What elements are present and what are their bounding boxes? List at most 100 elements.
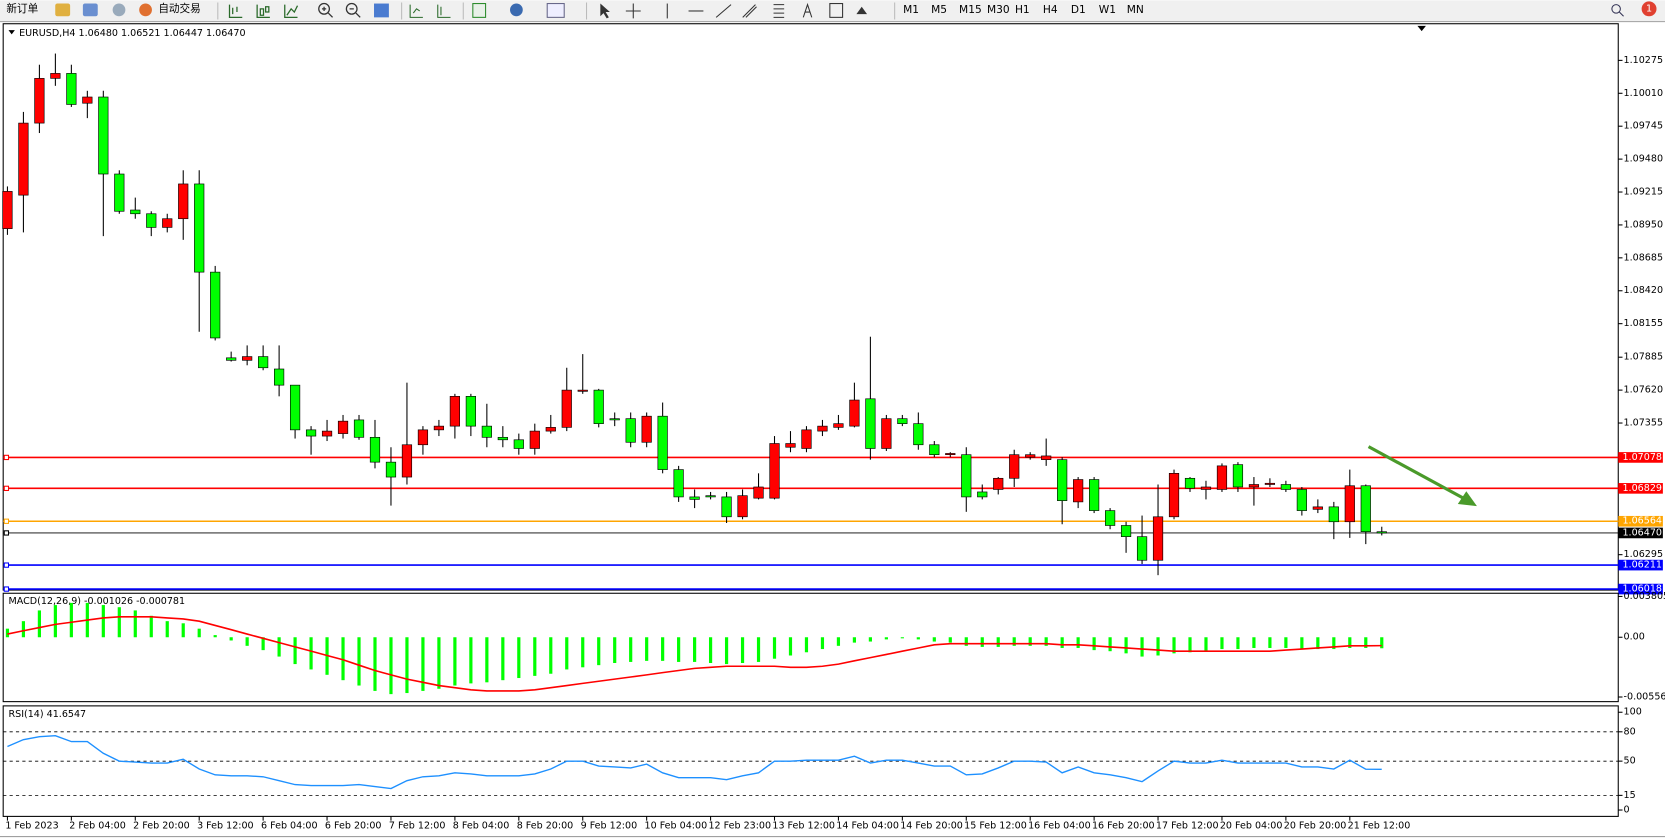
notification-badge[interactable] — [1641, 1, 1657, 17]
level-tag-label: 1.07078 — [1622, 452, 1661, 463]
candle-body — [785, 443, 796, 448]
templates-icon[interactable] — [546, 3, 565, 18]
macd-bar — [1236, 637, 1240, 650]
timeframe-button[interactable]: W1 — [1099, 3, 1116, 16]
macd-bar — [1012, 637, 1016, 646]
candle-body — [1120, 525, 1132, 537]
icon[interactable] — [112, 3, 126, 17]
zoom-in[interactable] — [318, 2, 331, 15]
candle-body — [769, 443, 780, 499]
candle-body — [1104, 510, 1116, 526]
y-tick-label: 0.00 — [1624, 632, 1645, 643]
new-order-button[interactable]: 新订单 — [6, 2, 38, 15]
candle-body — [385, 461, 397, 478]
timeframe-button[interactable]: MN — [1127, 3, 1144, 16]
level-handle — [3, 454, 10, 461]
macd-bar — [629, 637, 633, 662]
macd-bar — [980, 637, 984, 647]
timeframe-button[interactable]: H1 — [1015, 3, 1030, 16]
x-tick-label: 8 Feb 04:00 — [453, 820, 510, 831]
macd-bar — [229, 637, 233, 641]
candle-body — [1089, 479, 1100, 511]
symbol-menu-arrow[interactable] — [8, 30, 15, 35]
candle-body — [641, 415, 652, 443]
macd-bar — [1140, 637, 1144, 657]
channel-tool[interactable] — [742, 4, 757, 18]
icon[interactable] — [55, 3, 71, 17]
candle-icon[interactable] — [256, 4, 270, 18]
candle-body — [1376, 531, 1387, 534]
macd-bar — [1332, 637, 1336, 650]
rsi-line — [7, 735, 1382, 790]
trendline-tool[interactable] — [715, 4, 732, 18]
candle-body — [1360, 485, 1371, 533]
level-handle — [3, 518, 10, 524]
candle-body — [1025, 454, 1036, 458]
x-tick-label: 14 Feb 04:00 — [836, 820, 899, 831]
arrows-tool[interactable] — [856, 6, 868, 15]
x-tick-label: 6 Feb 20:00 — [325, 820, 382, 831]
zoom-out[interactable] — [345, 2, 358, 15]
shift-icon[interactable] — [409, 4, 423, 18]
macd-bar — [996, 637, 1000, 647]
pane-frame — [2, 592, 1619, 703]
y-tick-label: 0 — [1624, 805, 1630, 816]
timeframe-button[interactable]: D1 — [1071, 3, 1086, 16]
bar-chart-icon[interactable] — [228, 4, 243, 18]
notification-count: 1 — [1646, 3, 1652, 14]
tile-icon[interactable] — [374, 3, 389, 18]
auto-trading-button[interactable]: 自动交易 — [158, 2, 200, 15]
y-tick-label: 50 — [1624, 756, 1636, 767]
cursor-tool[interactable] — [600, 3, 610, 19]
macd-bar — [1252, 637, 1256, 648]
search-icon[interactable] — [1611, 4, 1621, 14]
macd-bar — [1092, 637, 1096, 651]
y-tick-label: 0.003805 — [1624, 591, 1665, 602]
candle-body — [194, 183, 205, 273]
candle-body — [353, 419, 365, 438]
macd-bar — [501, 637, 505, 681]
candle-body — [689, 496, 700, 500]
timeframe-button[interactable]: H4 — [1043, 3, 1058, 16]
macd-bar — [389, 637, 393, 695]
text-tool[interactable] — [802, 2, 813, 18]
y-tick-label: 80 — [1624, 726, 1636, 737]
timeframe-button[interactable]: M15 — [959, 3, 982, 16]
macd-bar — [756, 637, 761, 662]
y-tick-label: 1.08420 — [1624, 285, 1663, 296]
fibo-tool[interactable] — [773, 4, 785, 18]
line-icon[interactable] — [284, 4, 299, 18]
crosshair-tool[interactable] — [625, 3, 641, 19]
timeframe-button[interactable]: M30 — [987, 3, 1010, 16]
periods-icon[interactable] — [510, 3, 523, 17]
macd-bar — [772, 637, 777, 659]
y-tick-label: 1.06295 — [1624, 549, 1663, 560]
candle-body — [1232, 464, 1244, 488]
macd-bar — [1364, 637, 1368, 648]
x-tick-label: 12 Feb 23:00 — [708, 820, 771, 831]
macd-bar — [565, 637, 569, 670]
candle-body — [817, 425, 828, 432]
macd-bar — [1076, 637, 1080, 648]
label-tool[interactable] — [829, 3, 844, 18]
candle-body — [2, 191, 13, 229]
macd-bar — [1044, 637, 1048, 646]
candle-body — [609, 418, 620, 421]
macd-bar — [21, 621, 26, 638]
icon[interactable] — [82, 3, 98, 17]
x-tick-label: 13 Feb 12:00 — [772, 820, 835, 831]
autoscroll-icon[interactable] — [437, 4, 451, 18]
timeframe-button[interactable]: M5 — [931, 3, 947, 16]
y-tick-label: 1.09745 — [1624, 121, 1663, 132]
macd-bar — [213, 635, 217, 638]
candle-body — [1152, 516, 1164, 561]
auto-trading-icon[interactable] — [139, 3, 152, 17]
x-tick-label: 10 Feb 04:00 — [645, 820, 708, 831]
candle-body — [1168, 473, 1180, 518]
candle-body — [1296, 489, 1307, 511]
macd-bar — [469, 637, 473, 684]
level-handle — [3, 562, 10, 568]
candle-body — [1264, 482, 1276, 485]
indicators-icon[interactable] — [472, 3, 487, 18]
timeframe-button[interactable]: M1 — [903, 3, 919, 16]
